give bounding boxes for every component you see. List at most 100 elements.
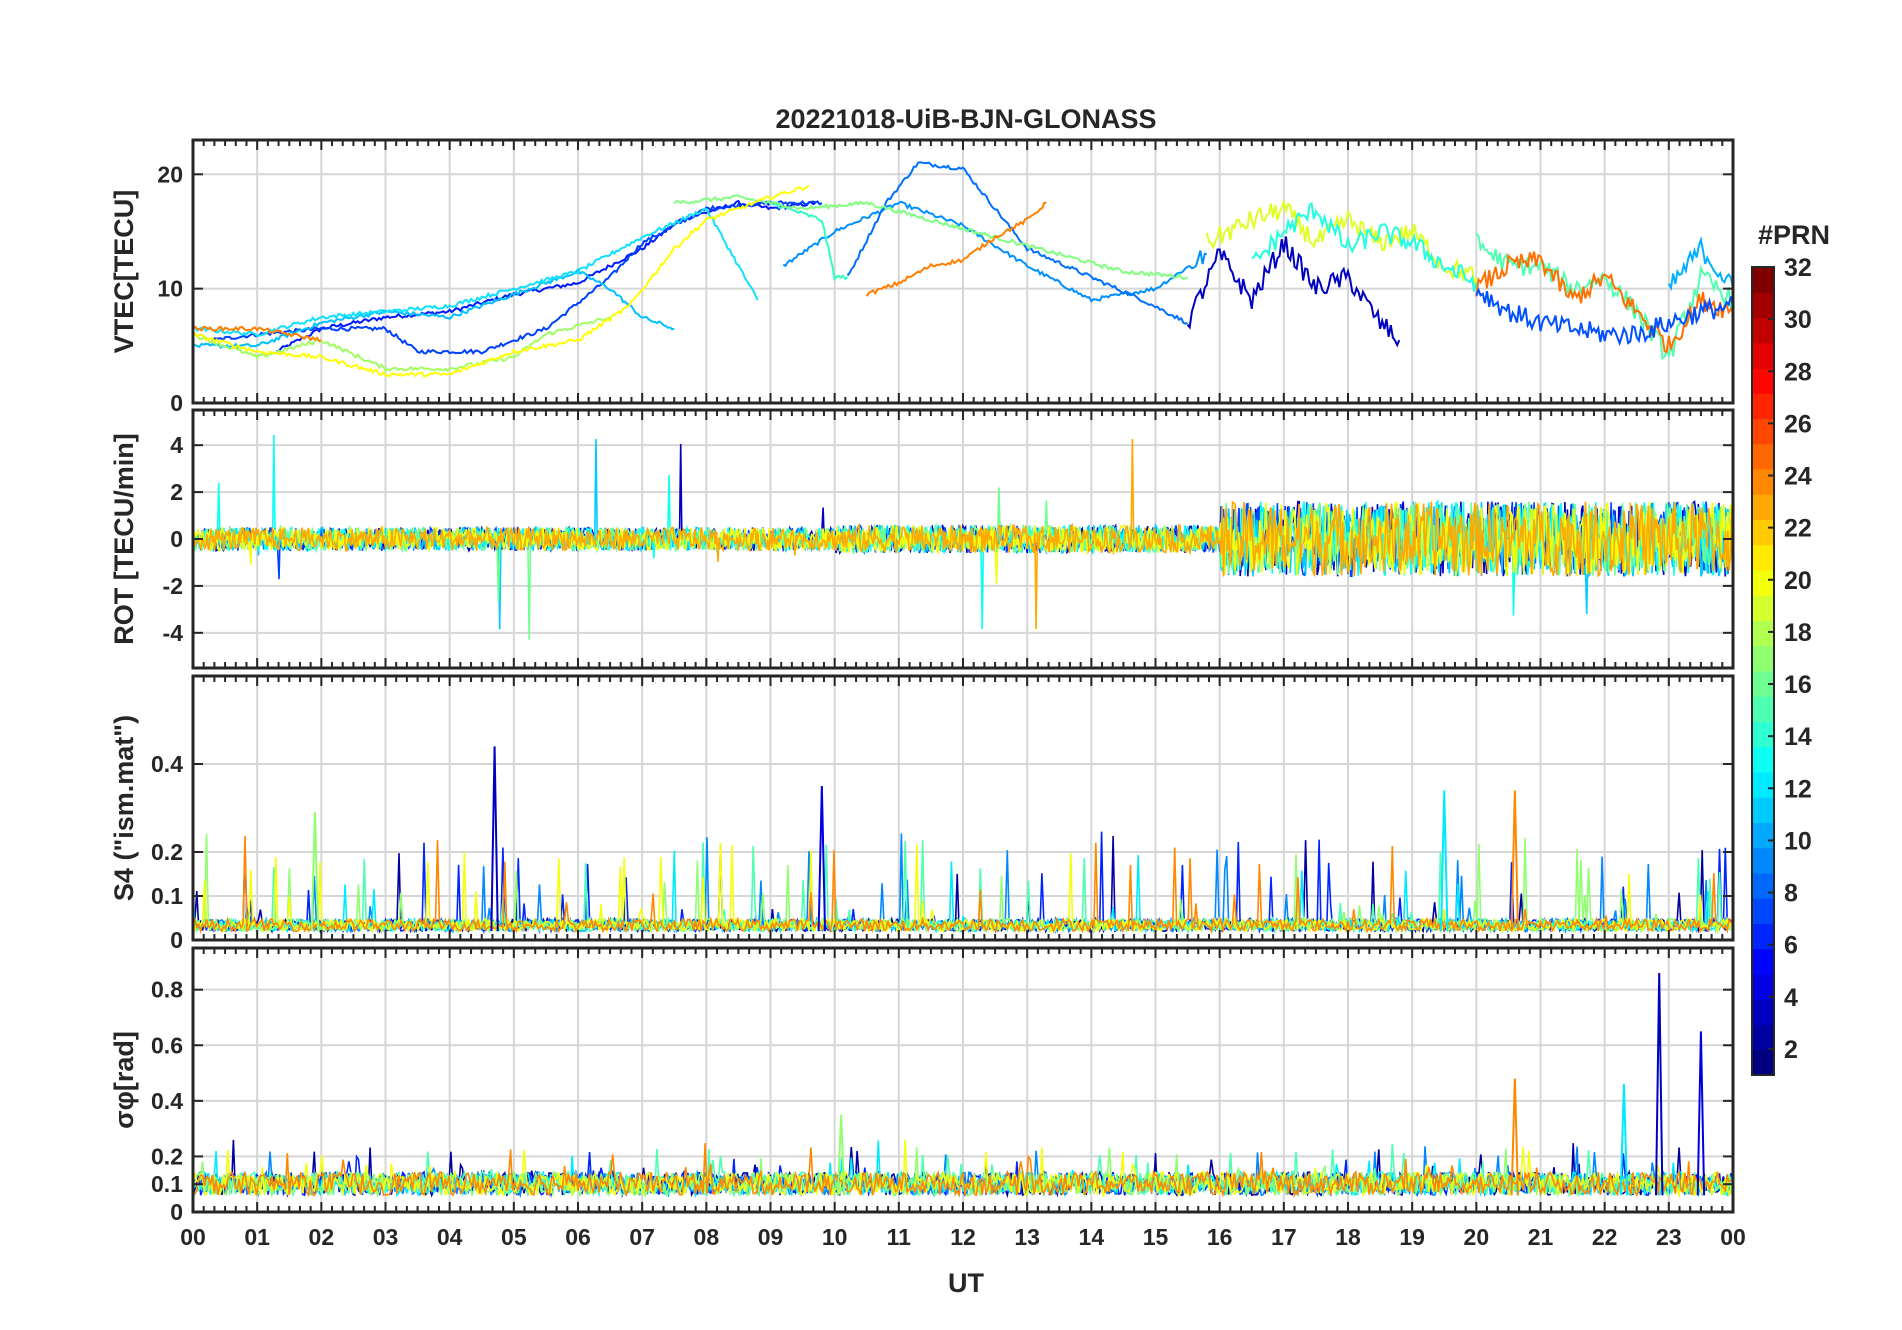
- series-prn-20: [193, 184, 810, 378]
- x-tick-label: 11: [887, 1224, 912, 1250]
- x-tick-label: 06: [565, 1224, 591, 1250]
- series-prn-24: [1475, 251, 1733, 354]
- colorbar-segment: [1752, 898, 1774, 924]
- colorbar-tick-label: 8: [1784, 880, 1798, 908]
- colorbar-tick-label: 24: [1784, 463, 1812, 491]
- x-tick-label: 09: [758, 1224, 784, 1250]
- x-tick-label: 19: [1399, 1224, 1425, 1250]
- colorbar-segment: [1752, 494, 1774, 520]
- gridlines: [193, 140, 1733, 403]
- colorbar-tick-label: 4: [1784, 984, 1798, 1012]
- colorbar-segment: [1752, 570, 1774, 596]
- colorbar-tick-label: 16: [1784, 671, 1812, 699]
- series-prn-14: [1251, 201, 1478, 292]
- panel-1: 0 10 20 VTEC[TECU]: [109, 138, 1735, 416]
- series-prn-2: [1186, 236, 1401, 348]
- x-ticks: [192, 140, 1734, 403]
- colorbar-segment: [1752, 393, 1774, 419]
- colorbar-segment: [1752, 595, 1774, 621]
- series-prn-17: [193, 1147, 1732, 1199]
- colorbar-tick-label: 6: [1784, 932, 1798, 960]
- panel-2: -4 -2 0 2 4 ROT [TECU/min]: [109, 408, 1735, 670]
- data-layer: [193, 746, 1732, 935]
- y-tick-label: 0.4: [151, 751, 183, 777]
- y-tick-label: 0.1: [151, 883, 183, 909]
- chart-title: 20221018-UiB-BJN-GLONASS: [775, 104, 1156, 134]
- x-tick-label: 18: [1335, 1224, 1361, 1250]
- x-ticks: [192, 948, 1734, 1212]
- x-tick-label: 21: [1528, 1224, 1554, 1250]
- x-tick-label: 10: [822, 1224, 848, 1250]
- colorbar-segment: [1752, 1024, 1774, 1051]
- x-tick-label: 17: [1271, 1224, 1297, 1250]
- colorbar-segment: [1752, 469, 1774, 495]
- colorbar-frame: [1751, 266, 1775, 1076]
- colorbar-segment: [1752, 368, 1774, 394]
- series-prn-5: [211, 200, 823, 356]
- series-prn-17: [193, 316, 611, 373]
- colorbar-tick-label: 12: [1784, 775, 1812, 803]
- colorbar-tick-label: 30: [1784, 306, 1812, 334]
- peak-mark: [1510, 790, 1520, 932]
- panel-3: 0 0.1 0.2 0.4 S4 ("ism.mat"): [109, 674, 1735, 953]
- y-tick-label: -4: [163, 620, 184, 646]
- data-layer: [193, 972, 1732, 1199]
- colorbar-segment: [1752, 620, 1774, 647]
- colorbar-tick-label: 20: [1784, 567, 1812, 595]
- peak-mark: [310, 812, 320, 932]
- y-tick-label: 0: [170, 927, 183, 953]
- y-axis-label: S4 ("ism.mat"): [109, 715, 139, 901]
- y-tick-label: 0.4: [151, 1088, 183, 1114]
- colorbar-segment: [1752, 418, 1774, 445]
- peak-mark: [490, 746, 499, 932]
- y-tick-label: 0.8: [151, 977, 183, 1003]
- colorbar-segment: [1752, 746, 1774, 773]
- x-tick-label: 02: [309, 1224, 335, 1250]
- colorbar-segment: [1752, 797, 1774, 823]
- colorbar-segment: [1752, 519, 1774, 546]
- x-tick-label: 23: [1656, 1224, 1682, 1250]
- y-tick-label: 2: [170, 479, 183, 505]
- colorbar-segment: [1752, 974, 1774, 1000]
- x-tick-label: 14: [1079, 1224, 1105, 1250]
- gridlines: [193, 676, 1733, 940]
- x-tick-label: 16: [1207, 1224, 1233, 1250]
- colorbar-segment: [1752, 772, 1774, 798]
- colorbar-segment: [1752, 544, 1774, 571]
- x-tick-label: 04: [437, 1224, 463, 1250]
- y-axis-label: VTEC[TECU]: [109, 190, 139, 354]
- colorbar-tick-label: 26: [1784, 410, 1812, 438]
- data-layer: [193, 161, 1733, 378]
- colorbar-segment: [1752, 847, 1774, 874]
- y-tick-label: 0: [170, 390, 183, 416]
- series-prn-11: [193, 268, 675, 350]
- colorbar-segment: [1752, 822, 1774, 849]
- y-tick-label: 0: [170, 526, 183, 552]
- y-tick-label: 0.1: [151, 1171, 183, 1197]
- colorbar-segment: [1752, 267, 1774, 293]
- y-axis-label: σφ[rad]: [109, 1031, 139, 1129]
- colorbar-tick-label: 14: [1784, 723, 1812, 751]
- x-tick-label: 01: [244, 1224, 270, 1250]
- y-tick-label: 10: [157, 276, 183, 302]
- x-tick-label: 13: [1014, 1224, 1040, 1250]
- colorbar-segment: [1752, 292, 1774, 318]
- x-tick-label: 00: [1720, 1224, 1746, 1250]
- colorbar-segment: [1752, 671, 1774, 697]
- x-tick-label: 07: [629, 1224, 655, 1250]
- data-layer: [193, 434, 1733, 640]
- colorbar-segment: [1752, 1049, 1774, 1076]
- series-prn-7: [846, 161, 1188, 325]
- colorbar-segment: [1752, 948, 1774, 975]
- colorbar-tick-label: 22: [1784, 515, 1812, 543]
- gridlines: [193, 948, 1733, 1212]
- x-tick-label: 15: [1143, 1224, 1169, 1250]
- colorbar-segment: [1752, 443, 1774, 470]
- y-tick-label: -2: [163, 573, 183, 599]
- series-prn-24: [193, 835, 1732, 935]
- y-tick-label: 0: [170, 1199, 183, 1225]
- colorbar-segment: [1752, 999, 1774, 1025]
